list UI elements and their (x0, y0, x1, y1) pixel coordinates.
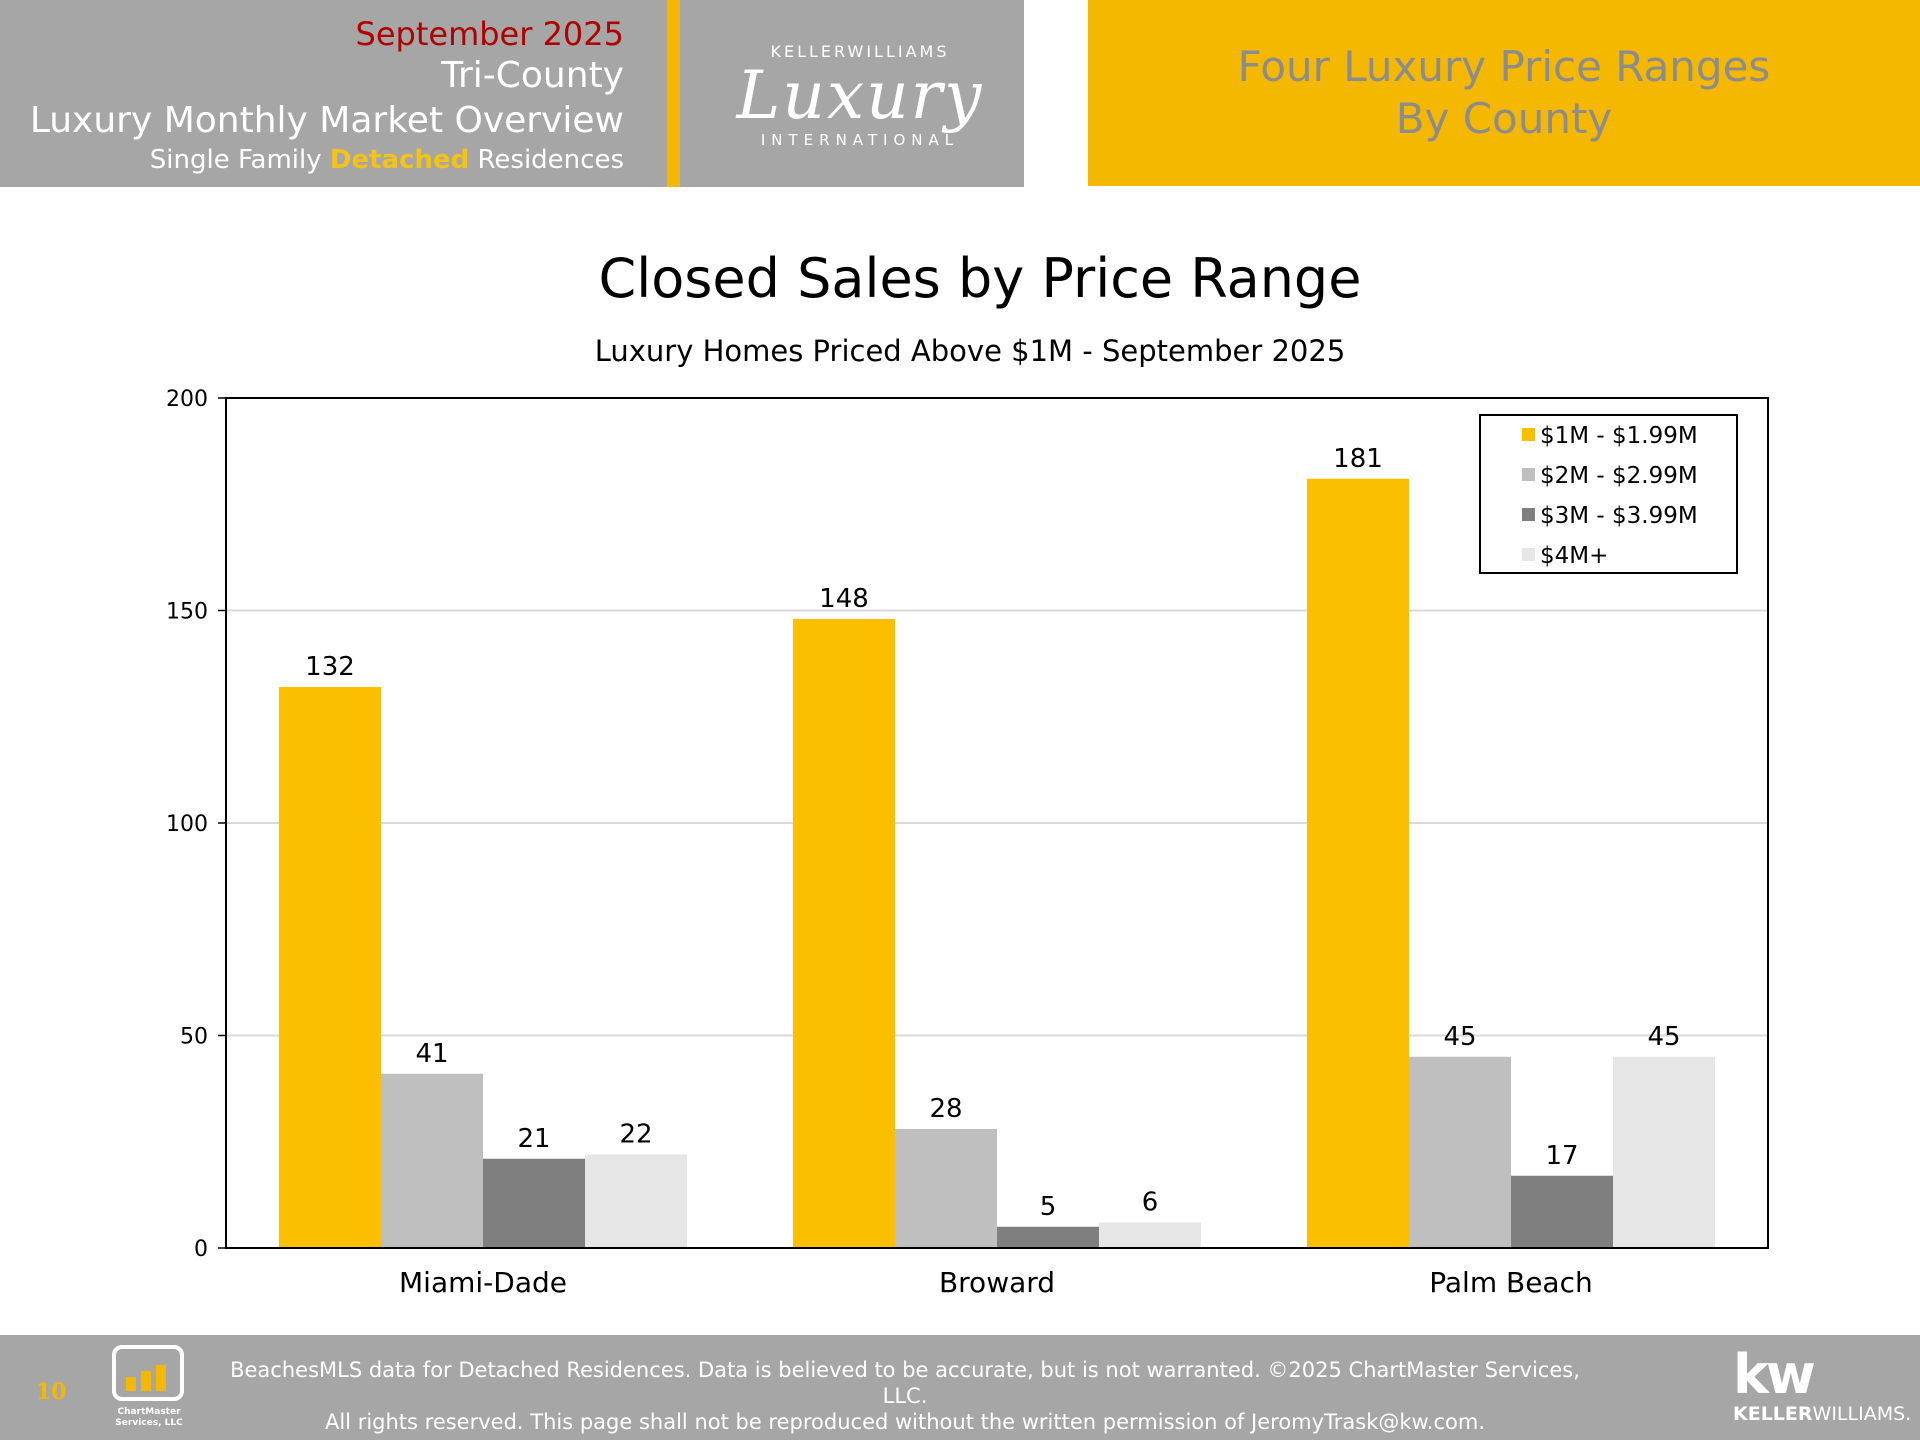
subtitle-pre: Single Family (149, 145, 330, 175)
legend-swatch (1522, 508, 1535, 521)
y-tick-label: 50 (180, 1025, 208, 1050)
bar (1409, 1056, 1511, 1248)
header-divider (667, 0, 680, 187)
report-region: Tri-County (441, 55, 624, 96)
kw-footer-logo: kw KELLERWILLIAMS. (1733, 1343, 1911, 1426)
disclaimer-line2: All rights reserved. This page shall not… (324, 1410, 1486, 1434)
logo-bottom-text: INTERNATIONAL (760, 131, 960, 149)
bar (1511, 1175, 1613, 1248)
kw-name: KELLERWILLIAMS. (1733, 1403, 1911, 1425)
chartmaster-logo-text: ChartMaster Services, LLC (102, 1407, 196, 1429)
legend-swatch (1522, 468, 1535, 481)
y-tick-label: 0 (194, 1237, 208, 1262)
axes: 0 50 100 150 200 Miami-Dade Broward Palm Beach (166, 387, 1769, 1299)
data-label: 22 (619, 1120, 652, 1150)
data-label: 5 (1040, 1192, 1057, 1222)
x-category-label: Broward (939, 1266, 1055, 1299)
y-tick-label: 200 (166, 387, 208, 412)
data-label: 45 (1443, 1022, 1476, 1052)
bar (1099, 1222, 1201, 1248)
bar (997, 1226, 1099, 1248)
data-label: 45 (1647, 1022, 1680, 1052)
x-category-label: Palm Beach (1429, 1266, 1592, 1299)
chartmaster-line2: Services, LLC (115, 1418, 183, 1428)
kw-luxury-logo: KELLERWILLIAMS Luxury INTERNATIONAL (700, 30, 1020, 160)
section-title-line2: By County (1395, 94, 1613, 143)
plot-frame (225, 397, 1769, 1249)
legend-label: $2M - $2.99M (1540, 463, 1698, 489)
legend-swatch (1522, 428, 1535, 441)
y-tick-label: 150 (166, 600, 208, 625)
x-category-label: Miami-Dade (399, 1266, 567, 1299)
page-number: 10 (36, 1379, 67, 1405)
header-right-panel: Four Luxury Price Ranges By County (1088, 0, 1920, 186)
report-overview-title: Luxury Monthly Market Overview (29, 100, 624, 141)
legend-label: $4M+ (1540, 543, 1608, 569)
gridlines (226, 609, 1768, 1037)
chartmaster-line1: ChartMaster (117, 1407, 181, 1417)
bar (793, 619, 895, 1248)
legend-box (1479, 414, 1738, 574)
legend-label: $1M - $1.99M (1540, 423, 1698, 449)
data-label: 6 (1142, 1188, 1159, 1218)
section-title-line1: Four Luxury Price Ranges (1237, 42, 1771, 91)
chartmaster-logo-icon (112, 1345, 184, 1401)
bars (279, 478, 1715, 1248)
bar (1307, 478, 1409, 1248)
footer: 10 ChartMaster Services, LLC BeachesMLS … (0, 1335, 1920, 1440)
bar (279, 687, 381, 1248)
subtitle-accent: Detached (329, 145, 470, 175)
subtitle-post: Residences (469, 145, 625, 175)
report-month: September 2025 (355, 15, 624, 53)
legend: $1M - $1.99M $2M - $2.99M $3M - $3.99M $4M+ (1479, 414, 1738, 574)
bar (483, 1158, 585, 1248)
closed-sales-chart: Closed Sales by Price Range Luxury Homes… (166, 247, 1769, 1299)
bar (585, 1154, 687, 1248)
data-label: 132 (305, 652, 355, 682)
kw-mark: kw (1733, 1343, 1816, 1406)
data-label: 17 (1545, 1141, 1578, 1171)
bar (1613, 1056, 1715, 1248)
y-tick-label: 100 (166, 812, 208, 837)
header-left-panel: September 2025 Tri-County Luxury Monthly… (0, 0, 1024, 187)
logo-top-text: KELLERWILLIAMS (770, 42, 950, 61)
data-label: 41 (415, 1039, 448, 1069)
data-label: 28 (929, 1094, 962, 1124)
section-title: Four Luxury Price Ranges By County (1238, 41, 1771, 145)
disclaimer-line1: BeachesMLS data for Detached Residences.… (230, 1358, 1580, 1408)
kw-name-bold: KELLER (1733, 1403, 1813, 1425)
data-label: 148 (819, 584, 869, 614)
kw-name-rest: WILLIAMS. (1812, 1403, 1912, 1425)
chart-subtitle: Luxury Homes Priced Above $1M - Septembe… (595, 334, 1346, 368)
data-label: 181 (1333, 444, 1383, 474)
legend-label: $3M - $3.99M (1540, 503, 1698, 529)
disclaimer: BeachesMLS data for Detached Residences.… (210, 1357, 1600, 1435)
legend-swatch (1522, 548, 1535, 561)
bar (895, 1129, 997, 1248)
bar (381, 1073, 483, 1248)
data-label: 21 (517, 1124, 550, 1154)
data-labels: 132 41 21 22 148 28 5 6 181 45 17 45 (305, 444, 1680, 1222)
logo-main-text: Luxury (736, 57, 984, 134)
report-subtitle: Single Family Detached Residences (30, 144, 624, 176)
header-text-block: September 2025 Tri-County Luxury Monthly… (30, 14, 624, 176)
chart-title: Closed Sales by Price Range (599, 247, 1362, 310)
